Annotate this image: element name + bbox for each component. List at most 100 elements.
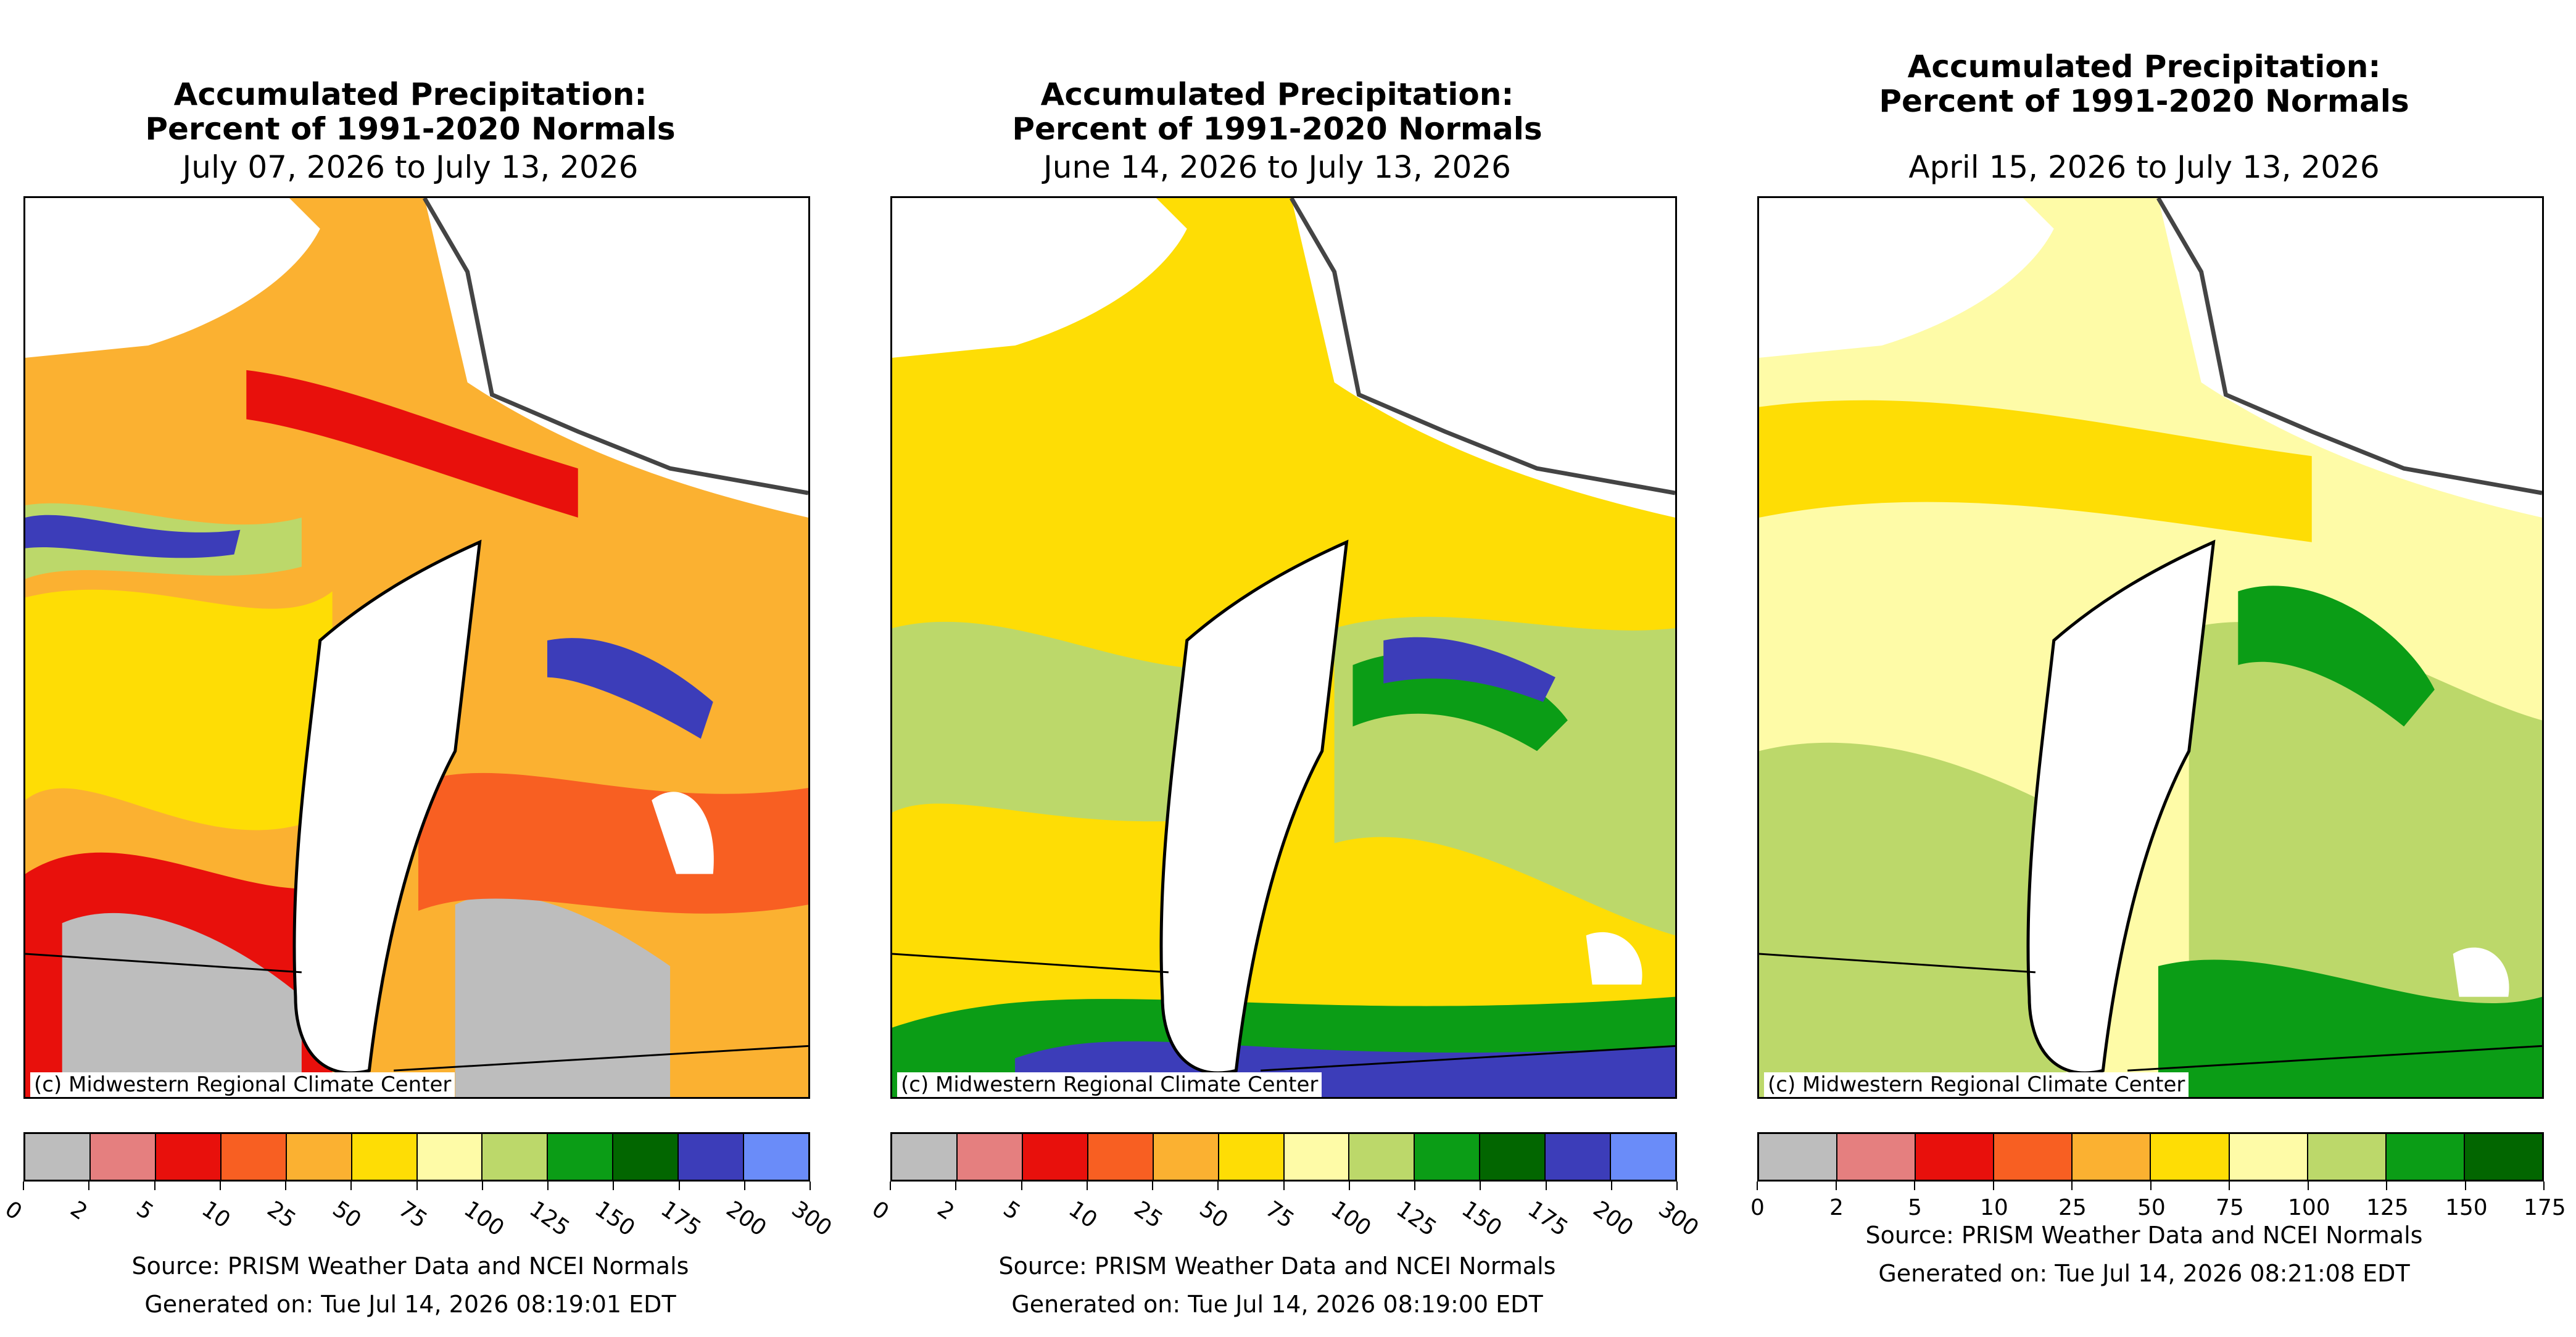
colorbar-segment <box>892 1134 958 1180</box>
colorbar-segment <box>2464 1134 2542 1180</box>
colorbar-segment <box>2229 1134 2308 1180</box>
colorbar-tick-label: 25 <box>1129 1196 1167 1233</box>
colorbar-tick <box>890 1182 891 1190</box>
colorbar-tick-label: 125 <box>2366 1195 2409 1220</box>
colorbar-tick-label: 150 <box>1457 1196 1507 1242</box>
colorbar-segment <box>1349 1134 1415 1180</box>
colorbar-segment <box>2308 1134 2387 1180</box>
colorbar-tick-label: 75 <box>1261 1196 1299 1233</box>
colorbar-tick-label: 75 <box>394 1196 432 1233</box>
colorbar-segment <box>1546 1134 1612 1180</box>
colorbar-tick <box>955 1182 956 1190</box>
precip-map: (c) Midwestern Regional Climate Center <box>1757 196 2544 1099</box>
colorbar-segment <box>2073 1134 2151 1180</box>
colorbar-tick-label: 200 <box>1588 1196 1638 1242</box>
colorbar-segment <box>417 1134 483 1180</box>
colorbar-tick-label: 0 <box>1750 1195 1765 1220</box>
map-graphic <box>1759 198 2542 1097</box>
colorbar-tick-label: 2 <box>932 1196 959 1225</box>
colorbar-tick <box>154 1182 155 1190</box>
colorbar-tick-label: 150 <box>590 1196 640 1242</box>
colorbar-tick-label: 10 <box>197 1196 235 1233</box>
colorbar-tick <box>1283 1182 1285 1190</box>
map-panel-90day: Accumulated Precipitation: Percent of 19… <box>1734 0 2566 1337</box>
colorbar-tick <box>285 1182 286 1190</box>
colorbar-tick <box>2386 1182 2387 1190</box>
colorbar-tick <box>1217 1182 1219 1190</box>
generated-note: Generated on: Tue Jul 14, 2026 08:19:01 … <box>144 1291 676 1318</box>
colorbar-ticks: 0 2 5 10 25 50 75 100 125 150 175 200 300 <box>867 1182 1703 1241</box>
precip-map: (c) Midwestern Regional Climate Center <box>890 196 1677 1099</box>
colorbar-tick-label: 2 <box>1829 1195 1844 1220</box>
date-range: July 07, 2026 to July 13, 2026 <box>182 149 639 185</box>
colorbar-tick-label: 300 <box>1654 1196 1704 1242</box>
colorbar-tick <box>613 1182 614 1190</box>
colorbar-segment <box>2151 1134 2230 1180</box>
map-credit: (c) Midwestern Regional Climate Center <box>1764 1072 2189 1097</box>
colorbar-tick <box>2308 1182 2309 1190</box>
colorbar-tick <box>1993 1182 1994 1190</box>
colorbar-tick-label: 5 <box>131 1196 158 1225</box>
colorbar-tick <box>1611 1182 1612 1190</box>
colorbar <box>1757 1132 2544 1182</box>
colorbar-tick-label: 5 <box>998 1196 1025 1225</box>
colorbar-tick <box>416 1182 418 1190</box>
colorbar-tick-label: 175 <box>656 1196 706 1242</box>
colorbar-tick <box>1480 1182 1481 1190</box>
colorbar-tick-label: 25 <box>262 1196 300 1233</box>
map-title-line2: Percent of 1991-2020 Normals <box>1012 111 1543 147</box>
colorbar-segment <box>1284 1134 1350 1180</box>
colorbar-segment <box>957 1134 1023 1180</box>
colorbar-tick <box>2543 1182 2545 1190</box>
colorbar-tick-label: 175 <box>2524 1195 2566 1220</box>
colorbar-tick-label: 100 <box>2288 1195 2330 1220</box>
colorbar-segment <box>90 1134 156 1180</box>
colorbar-tick <box>1546 1182 1547 1190</box>
colorbar-segment <box>1219 1134 1285 1180</box>
colorbar-segment <box>1837 1134 1916 1180</box>
colorbar-tick-label: 0 <box>867 1196 893 1225</box>
generated-note: Generated on: Tue Jul 14, 2026 08:19:00 … <box>1011 1291 1543 1318</box>
colorbar-segment <box>221 1134 287 1180</box>
colorbar-segment <box>1916 1134 1995 1180</box>
map-title-line2: Percent of 1991-2020 Normals <box>145 111 676 147</box>
colorbar-tick <box>547 1182 549 1190</box>
colorbar-segment <box>155 1134 222 1180</box>
colorbar-segment <box>1088 1134 1154 1180</box>
colorbar-tick <box>1087 1182 1088 1190</box>
source-note: Source: PRISM Weather Data and NCEI Norm… <box>1865 1222 2423 1249</box>
map-graphic <box>892 198 1675 1097</box>
colorbar-tick-label: 300 <box>787 1196 837 1242</box>
colorbar-tick-label: 2 <box>65 1196 92 1225</box>
map-panel-30day: Accumulated Precipitation: Percent of 19… <box>867 0 1703 1337</box>
colorbar-segment <box>352 1134 418 1180</box>
colorbar-tick <box>1152 1182 1153 1190</box>
colorbar-tick-label: 50 <box>328 1196 366 1233</box>
colorbar-tick-label: 50 <box>1195 1196 1233 1233</box>
map-panel-7day: Accumulated Precipitation: Percent of 19… <box>0 0 836 1337</box>
colorbar-segment <box>1415 1134 1481 1180</box>
colorbar-tick-label: 175 <box>1523 1196 1573 1242</box>
colorbar-tick <box>1914 1182 1915 1190</box>
colorbar-segment <box>679 1134 745 1180</box>
colorbar-segment <box>1480 1134 1546 1180</box>
colorbar-segment <box>613 1134 679 1180</box>
colorbar-segment <box>1153 1134 1219 1180</box>
colorbar-tick-label: 75 <box>2216 1195 2244 1220</box>
colorbar-tick <box>482 1182 483 1190</box>
date-range: April 15, 2026 to July 13, 2026 <box>1908 149 2380 185</box>
map-credit: (c) Midwestern Regional Climate Center <box>30 1072 455 1097</box>
colorbar-segment <box>548 1134 614 1180</box>
colorbar-tick <box>1349 1182 1350 1190</box>
colorbar-tick-label: 5 <box>1908 1195 1922 1220</box>
colorbar-tick <box>1021 1182 1022 1190</box>
precip-map: (c) Midwestern Regional Climate Center <box>23 196 810 1099</box>
colorbar-tick-label: 125 <box>524 1196 574 1242</box>
colorbar-tick <box>88 1182 89 1190</box>
colorbar-tick-label: 10 <box>1064 1196 1102 1233</box>
generated-note: Generated on: Tue Jul 14, 2026 08:21:08 … <box>1878 1260 2410 1287</box>
colorbar-tick <box>810 1182 811 1190</box>
colorbar-ticks: 0 2 5 10 25 50 75 100 125 150 175 <box>1750 1182 2566 1231</box>
colorbar-tick <box>350 1182 352 1190</box>
colorbar-tick <box>744 1182 745 1190</box>
